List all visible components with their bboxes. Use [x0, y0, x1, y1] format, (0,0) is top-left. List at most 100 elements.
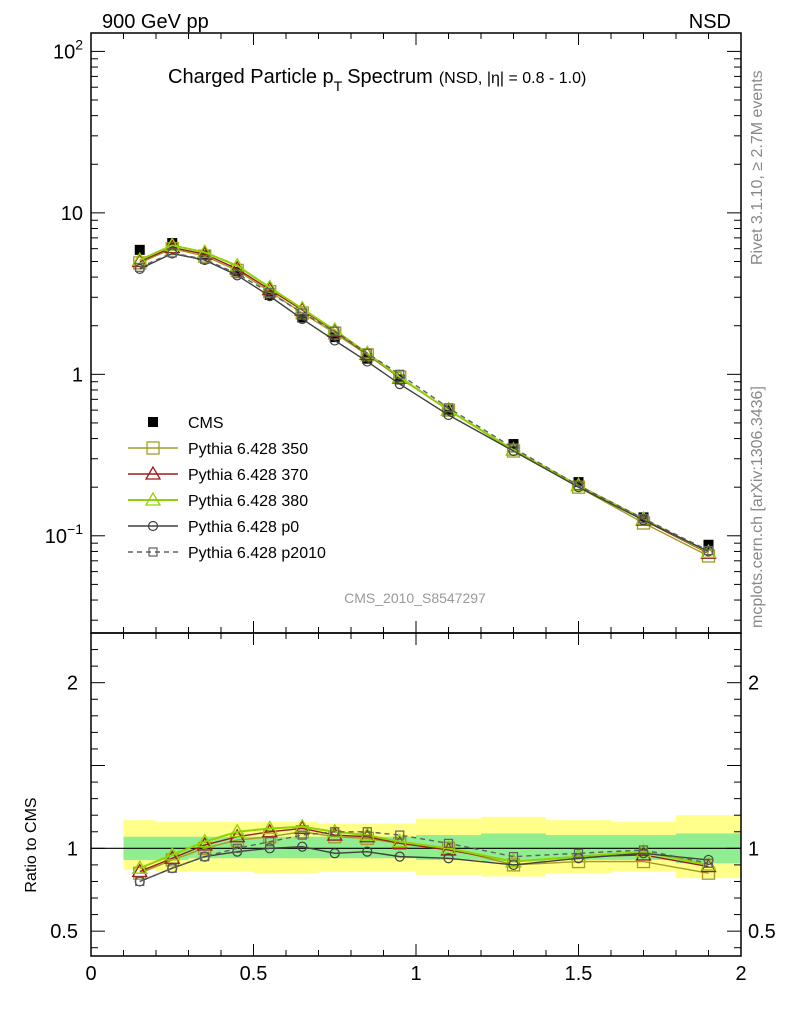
ratio-point-p0 [362, 846, 373, 857]
ratio-y-tick-label-right: 1 [748, 838, 759, 860]
main-point-p2010 [330, 326, 340, 336]
main-point-p0 [297, 313, 308, 325]
main-point-data [329, 332, 340, 343]
legend-marker-p0 [147, 520, 159, 532]
ratio-point-p380 [229, 823, 246, 838]
x-tick-label: 2 [735, 963, 746, 985]
y-tick-label: 102 [53, 36, 83, 63]
ratio-line-p2010 [139, 831, 709, 883]
ratio-y-tick-label-right: 0.5 [748, 921, 776, 943]
legend-marker-data [148, 417, 158, 427]
main-point-p0 [394, 378, 405, 390]
y-tick-label: 1 [72, 364, 83, 386]
ratio-line-p380 [139, 825, 709, 870]
ratio-frame [90, 632, 742, 957]
ratio-point-p2010 [395, 830, 405, 840]
ratio-point-p380 [196, 833, 213, 848]
main-point-data [134, 244, 145, 255]
ratio-y-tick-label-right: 2 [748, 673, 759, 695]
ratio-point-p380 [261, 820, 278, 835]
ratio-y-tick-label: 0.5 [50, 921, 78, 943]
ratio-point-p2010 [167, 863, 177, 873]
ratio-point-p2010 [265, 837, 275, 847]
main-point-p350 [506, 444, 521, 458]
legend-marker-p380 [144, 491, 162, 506]
legend-label-data: CMS [188, 415, 224, 432]
energy-label: 900 GeV pp [102, 11, 209, 33]
ratio-point-p2010 [200, 852, 210, 862]
main-point-p0 [329, 335, 340, 346]
main-point-p380 [196, 243, 213, 258]
ratio-point-p0 [297, 841, 308, 852]
main-point-p0 [443, 409, 454, 421]
rivet-label: Rivet 3.1.10, ≥ 2.7M events [749, 70, 766, 265]
ratio-y-tick-label: 2 [67, 673, 78, 695]
ratio-point-p380 [131, 859, 148, 874]
x-tick-label: 0.5 [240, 963, 268, 985]
main-point-data [232, 267, 243, 278]
main-point-p380 [131, 251, 148, 266]
ratio-point-p2010 [135, 876, 145, 887]
main-line-p0 [139, 252, 709, 553]
main-point-p380 [164, 236, 181, 251]
uncertainty-band-inner [188, 836, 221, 859]
legend: CMS Pythia 6.428 350 Pythia 6.428 370 Pythi… [128, 415, 326, 562]
ratio-point-p370 [229, 828, 246, 843]
main-point-p2010 [443, 403, 454, 413]
ratio-point-p2010 [232, 843, 242, 853]
data-marks [131, 236, 717, 887]
main-point-p2010 [135, 262, 145, 272]
main-series-p350 [133, 242, 716, 563]
uncertainty-band-inner [286, 836, 319, 859]
ratio-point-p0 [443, 853, 454, 864]
legend-entry-p350: Pythia 6.428 350 [128, 441, 308, 458]
legend-marker-p350 [146, 441, 160, 455]
ratio-point-p2010 [508, 852, 519, 862]
legend-label-p350: Pythia 6.428 350 [188, 441, 308, 458]
main-point-p370 [131, 253, 148, 268]
analysis-label: CMS_2010_S8547297 [344, 590, 486, 606]
ratio-y-tick-label: 1 [67, 838, 78, 860]
main-point-p2010 [508, 443, 519, 453]
ratio-point-p2010 [297, 830, 307, 840]
x-tick-label: 1.5 [565, 963, 593, 985]
chart-title-subscript: T [334, 78, 343, 94]
chart-title-main2: Spectrum [347, 66, 433, 88]
main-point-p2010 [265, 288, 275, 298]
chart-title-main: Charged Particle p [168, 66, 334, 88]
y-tick-label: 10 [61, 203, 83, 225]
legend-entry-p380: Pythia 6.428 380 [128, 491, 308, 510]
main-series-p2010 [135, 248, 714, 556]
main-point-p2010 [703, 545, 714, 556]
process-label: NSD [689, 11, 731, 33]
legend-label-p380: Pythia 6.428 380 [188, 493, 308, 510]
ratio-plot-area [91, 815, 741, 879]
legend-marker-p370 [144, 465, 162, 480]
ratio-point-p0 [264, 843, 275, 854]
ratio-point-p0 [329, 848, 340, 859]
x-tick-label: 1 [410, 963, 421, 985]
main-point-p2010 [395, 369, 405, 379]
x-tick-label: 0 [85, 963, 96, 985]
legend-label-p2010: Pythia 6.428 p2010 [188, 545, 326, 562]
ratio-point-p2010 [703, 858, 714, 868]
ratio-ylabel: Ratio to CMS [23, 797, 40, 892]
main-point-p2010 [167, 248, 177, 258]
main-point-p2010 [362, 348, 372, 358]
axes: 0 0.5 1 1.5 2 102 10 1 10−1 0.5 0.5 1 1 2 2 [45, 32, 776, 985]
chart-title: Charged Particle pT Spectrum (NSD, |η| = 0… [168, 66, 586, 94]
ratio-point-p2010 [638, 845, 649, 855]
main-point-p2010 [573, 480, 584, 491]
legend-entry-p2010: Pythia 6.428 p2010 [128, 545, 326, 562]
main-line-p2010 [139, 252, 709, 552]
legend-entry-p0: Pythia 6.428 p0 [128, 519, 299, 536]
ratio-point-p380 [294, 818, 311, 833]
mcplots-label: mcplots.cern.ch [arXiv:1306.3436] [749, 386, 766, 628]
main-point-p2010 [638, 513, 649, 524]
ratio-series-p2010 [135, 827, 714, 887]
main-point-p2010 [232, 269, 242, 279]
chart-title-suffix: (NSD, |η| = 0.8 - 1.0) [439, 70, 586, 87]
ratio-point-p380 [164, 846, 181, 861]
main-point-p2010 [200, 254, 210, 264]
ratio-point-p2010 [330, 827, 340, 837]
